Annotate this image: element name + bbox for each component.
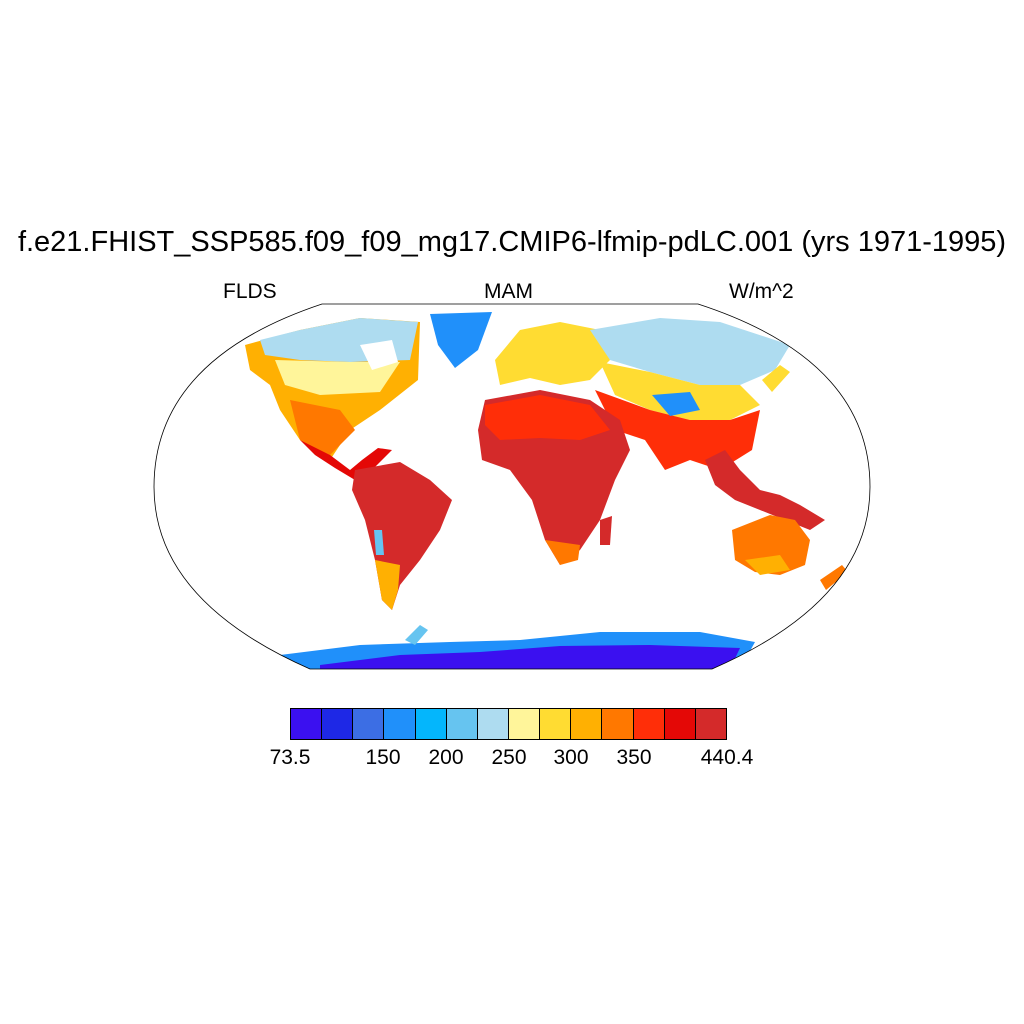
colorbar-tick-label: 150: [365, 746, 401, 769]
andes: [374, 530, 384, 555]
new-zealand: [820, 565, 848, 590]
colorbar-box: [695, 709, 726, 739]
greenland: [430, 312, 492, 368]
asia-south: [595, 390, 760, 470]
colorbar-tick-label: 200: [428, 746, 464, 769]
colorbar-box: [353, 709, 385, 739]
north-america-warm: [290, 400, 355, 455]
variable-label: FLDS: [223, 280, 277, 303]
colorbar-tick-label: 350: [616, 746, 652, 769]
colorbar-box: [384, 709, 416, 739]
colorbar: [290, 708, 727, 740]
asia-central: [600, 362, 760, 420]
colorbar-box: [415, 709, 447, 739]
southeast-asia: [705, 450, 825, 530]
season-label: MAM: [484, 280, 533, 303]
plot-title: f.e21.FHIST_SSP585.f09_f09_mg17.CMIP6-lf…: [17, 226, 1007, 258]
asia-north: [590, 318, 790, 385]
colorbar-box: [446, 709, 478, 739]
colorbar-tick-label: 250: [491, 746, 527, 769]
colorbar-box: [322, 709, 354, 739]
south-america: [352, 462, 452, 610]
colorbar-box: [664, 709, 696, 739]
map-boundary: [153, 303, 871, 670]
japan: [762, 365, 790, 392]
antarctica-interior: [320, 645, 740, 669]
colorbar-box: [508, 709, 541, 739]
colorbar-box: [291, 709, 323, 739]
sahara: [485, 395, 610, 440]
madagascar: [600, 516, 612, 545]
colorbar-tick-label: 73.5: [269, 746, 311, 769]
colorbar-box: [540, 709, 572, 739]
colorbar-tick-label: 300: [553, 746, 589, 769]
north-america-temperate: [275, 360, 400, 395]
europe: [495, 322, 610, 385]
units-label: W/m^2: [729, 280, 794, 303]
tibet: [652, 392, 700, 416]
colorbar-box: [602, 709, 634, 739]
antarctic-peninsula: [405, 625, 428, 645]
colorbar-box: [477, 709, 509, 739]
hudson-bay: [360, 340, 398, 370]
south-america-south: [375, 560, 400, 610]
australia-south: [745, 555, 790, 575]
colorbar-box: [571, 709, 603, 739]
colorbar-box: [633, 709, 665, 739]
colorbar-tick-label: 440.4: [700, 746, 754, 769]
africa-south: [545, 540, 580, 565]
